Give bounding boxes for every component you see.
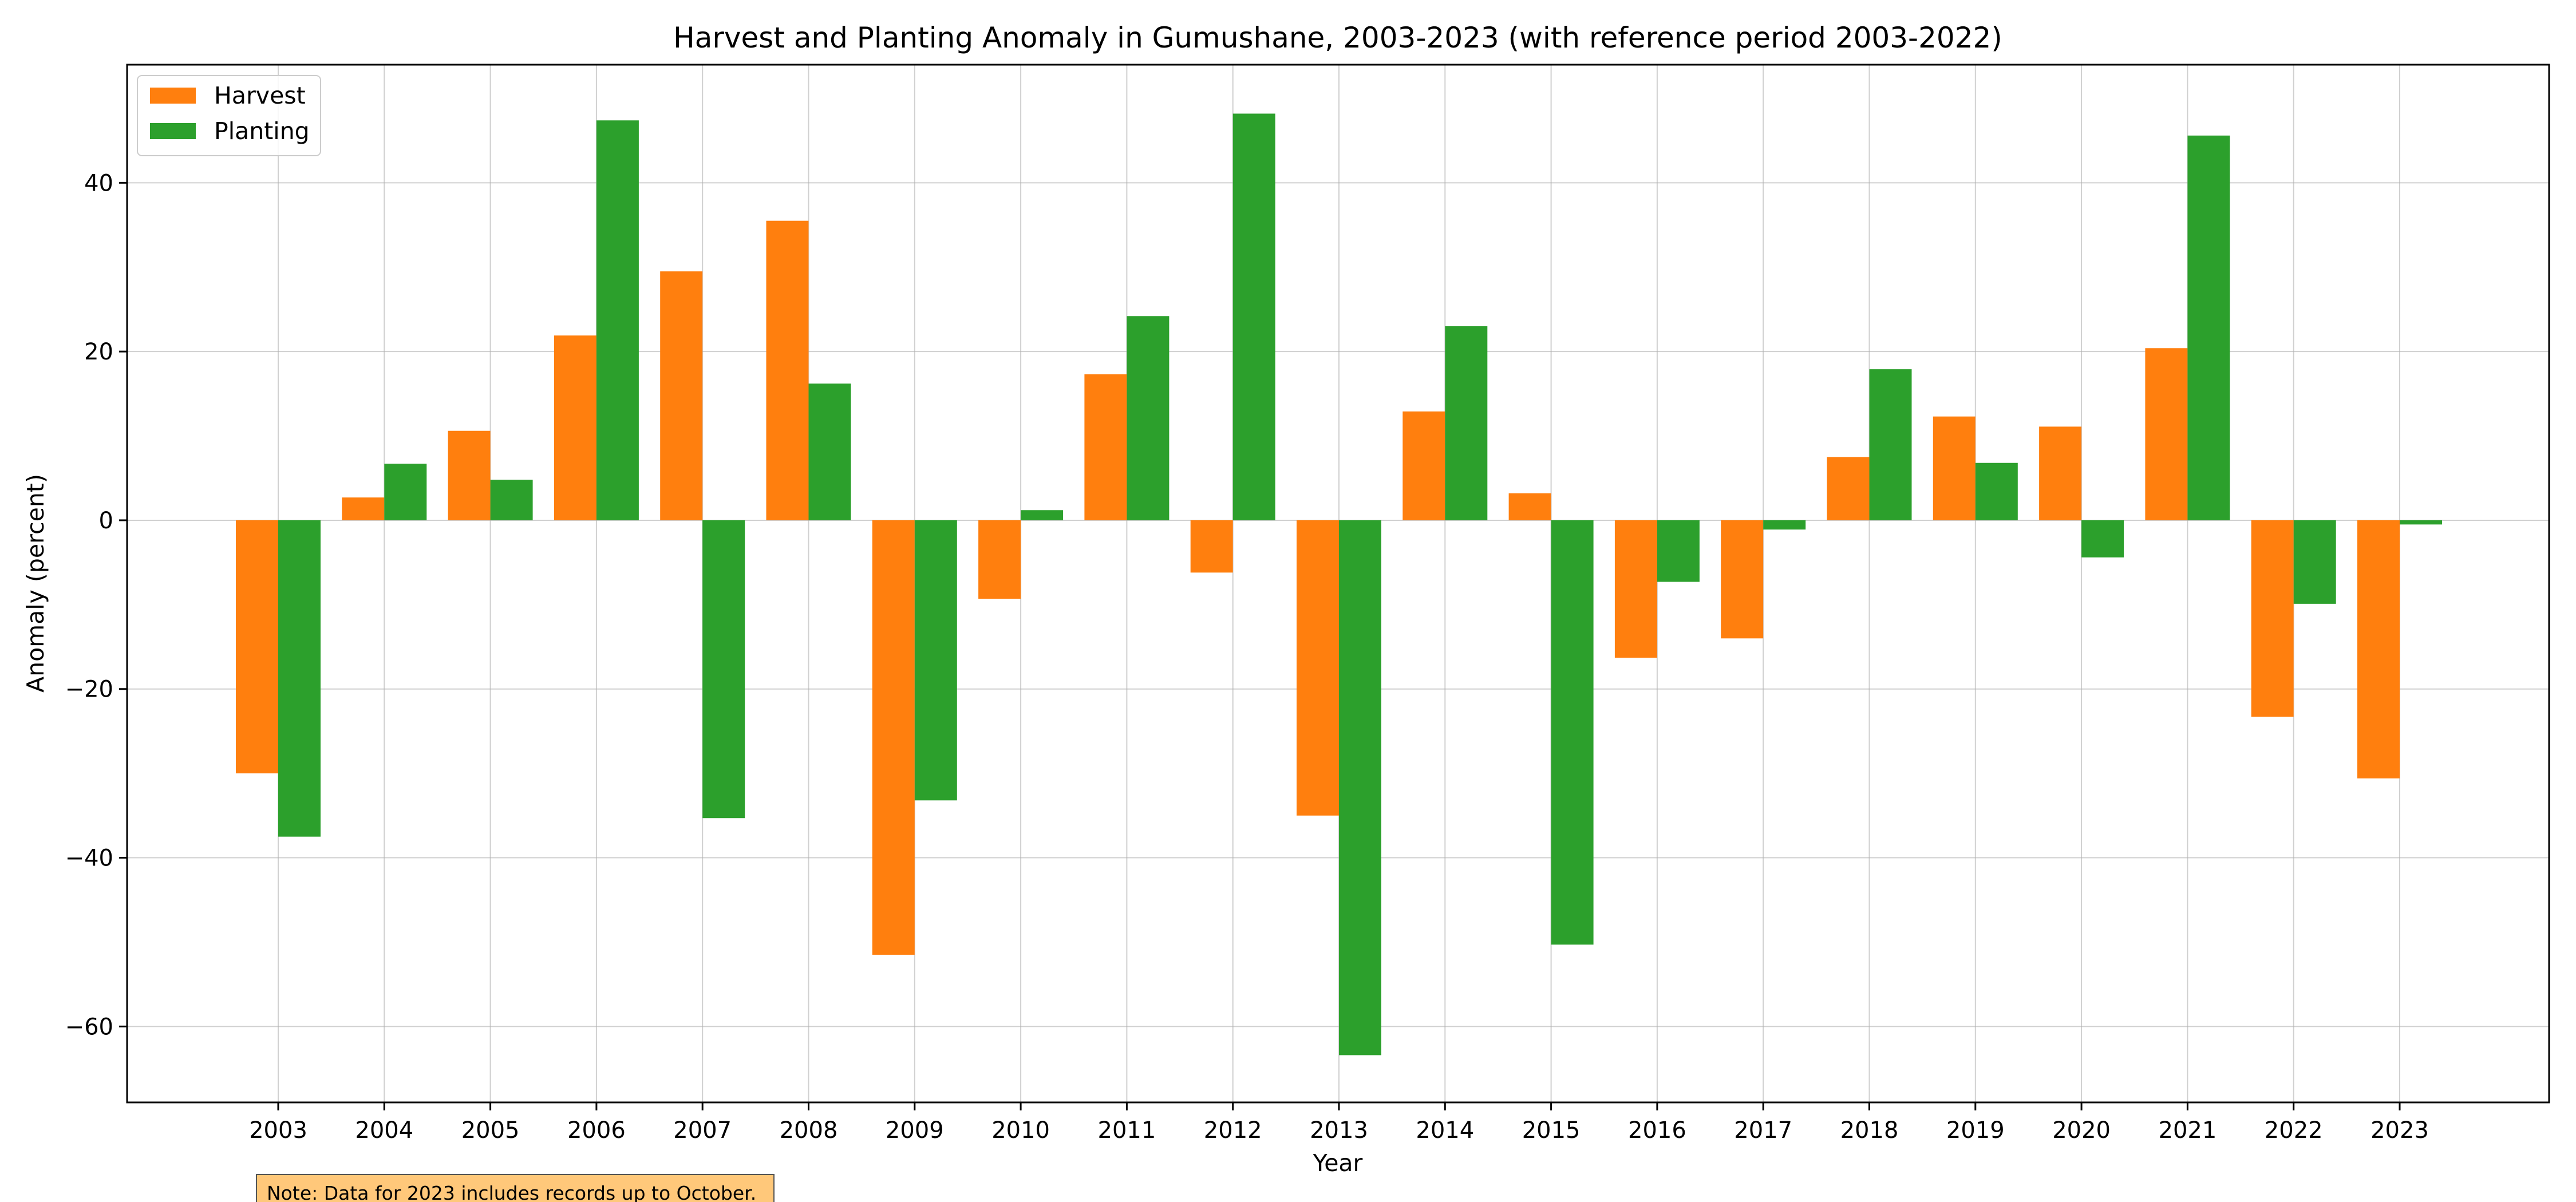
- bar-harvest-2009: [872, 520, 915, 955]
- x-tick-label: 2007: [673, 1117, 732, 1144]
- bar-harvest-2008: [766, 220, 809, 520]
- x-tick-label: 2008: [780, 1117, 838, 1144]
- bar-harvest-2006: [554, 335, 596, 520]
- x-tick-label: 2003: [249, 1117, 307, 1144]
- y-tick-label: −60: [65, 1014, 113, 1040]
- bar-planting-2007: [702, 520, 745, 819]
- bar-planting-2015: [1551, 520, 1594, 945]
- bar-planting-2010: [1021, 510, 1064, 520]
- bar-harvest-2017: [1721, 520, 1764, 639]
- bar-planting-2005: [490, 480, 533, 520]
- bar-planting-2018: [1869, 369, 1912, 520]
- bars: [236, 113, 2442, 1055]
- bar-planting-2019: [1975, 462, 2018, 520]
- x-tick-label: 2011: [1098, 1117, 1156, 1144]
- y-tick-label: −20: [65, 677, 113, 703]
- bar-harvest-2016: [1614, 520, 1657, 658]
- x-tick-label: 2010: [991, 1117, 1050, 1144]
- x-tick-label: 2015: [1522, 1117, 1581, 1144]
- bar-harvest-2003: [236, 520, 278, 774]
- legend: Harvest Planting: [137, 75, 321, 156]
- bar-planting-2021: [2187, 135, 2230, 520]
- x-tick-label: 2016: [1628, 1117, 1686, 1144]
- x-tick-label: 2023: [2370, 1117, 2429, 1144]
- legend-label-planting: Planting: [214, 117, 310, 145]
- y-tick-label: 0: [99, 508, 113, 534]
- bar-harvest-2011: [1084, 374, 1127, 520]
- x-tick-label: 2006: [567, 1117, 626, 1144]
- x-tick-label: 2004: [355, 1117, 413, 1144]
- bar-harvest-2019: [1933, 416, 1976, 520]
- bar-harvest-2022: [2251, 520, 2294, 717]
- x-tick-label: 2012: [1204, 1117, 1262, 1144]
- bar-planting-2013: [1339, 520, 1381, 1055]
- bar-planting-2003: [278, 520, 321, 837]
- bar-harvest-2005: [448, 430, 491, 520]
- y-tick-label: 40: [84, 170, 113, 196]
- x-tick-label: 2017: [1734, 1117, 1792, 1144]
- y-axis: −60 −40 −20 0 20 40: [65, 170, 127, 1040]
- bar-planting-2006: [596, 120, 639, 520]
- bar-harvest-2023: [2357, 520, 2400, 778]
- bar-harvest-2004: [342, 497, 385, 520]
- bar-harvest-2020: [2039, 426, 2082, 520]
- bar-planting-2023: [2400, 520, 2442, 525]
- x-tick-label: 2018: [1840, 1117, 1899, 1144]
- y-tick-label: 20: [84, 339, 113, 365]
- bar-harvest-2007: [660, 271, 703, 520]
- legend-label-harvest: Harvest: [214, 82, 306, 109]
- bar-harvest-2021: [2145, 348, 2188, 520]
- bar-planting-2011: [1127, 316, 1170, 520]
- x-axis-title: Year: [1313, 1149, 1363, 1177]
- x-axis: 2003 2004 2005 2006 2007 2008 2009 2010 2011 2012…: [249, 1102, 2429, 1144]
- x-tick-label: 2021: [2159, 1117, 2217, 1144]
- bar-planting-2004: [384, 464, 427, 520]
- y-tick-label: −40: [65, 845, 113, 872]
- bar-planting-2008: [808, 383, 851, 520]
- chart-title: Harvest and Planting Anomaly in Gumushan…: [673, 21, 2002, 54]
- x-tick-label: 2013: [1310, 1117, 1368, 1144]
- bar-planting-2016: [1657, 520, 1700, 582]
- bar-harvest-2012: [1190, 520, 1233, 573]
- x-tick-label: 2014: [1416, 1117, 1474, 1144]
- bar-planting-2022: [2293, 520, 2336, 604]
- bar-planting-2012: [1232, 113, 1275, 520]
- bar-planting-2014: [1445, 326, 1488, 520]
- x-tick-label: 2020: [2052, 1117, 2111, 1144]
- note-text: Note: Data for 2023 includes records up …: [267, 1182, 756, 1202]
- legend-swatch-harvest: [150, 88, 196, 104]
- y-axis-title: Anomaly (percent): [22, 474, 49, 693]
- x-tick-label: 2019: [1946, 1117, 2005, 1144]
- x-tick-label: 2005: [461, 1117, 520, 1144]
- bar-harvest-2015: [1508, 493, 1551, 520]
- x-tick-label: 2009: [886, 1117, 944, 1144]
- note-frame: [256, 1174, 775, 1202]
- bar-harvest-2014: [1402, 411, 1445, 520]
- bar-harvest-2010: [978, 520, 1021, 599]
- bar-planting-2020: [2081, 520, 2124, 557]
- legend-swatch-planting: [150, 123, 196, 139]
- bar-harvest-2018: [1827, 457, 1870, 520]
- note-box: Note: Data for 2023 includes records up …: [256, 1174, 775, 1202]
- x-tick-label: 2022: [2265, 1117, 2323, 1144]
- bar-harvest-2013: [1297, 520, 1339, 816]
- bar-planting-2009: [914, 520, 957, 801]
- bar-planting-2017: [1763, 520, 1806, 530]
